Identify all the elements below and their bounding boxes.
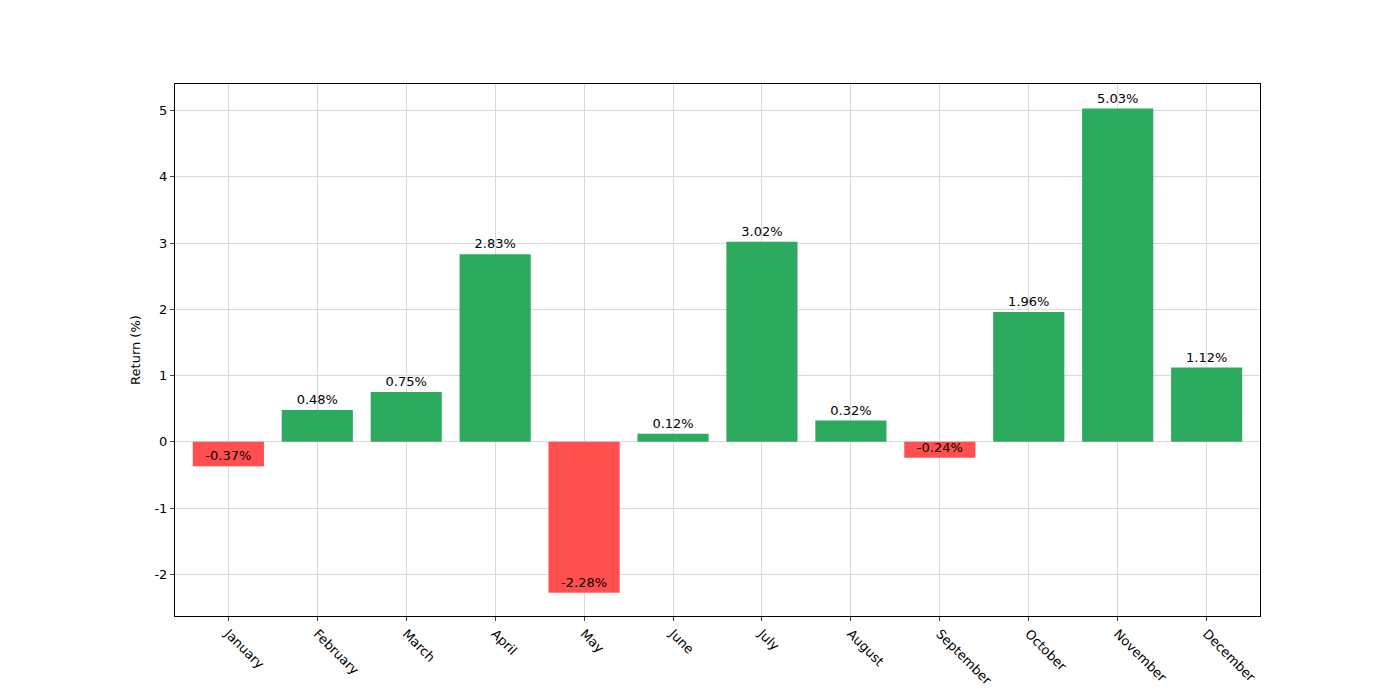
svg-text:3.02%: 3.02% xyxy=(741,224,782,239)
svg-text:-2: -2 xyxy=(154,567,167,582)
svg-text:5.03%: 5.03% xyxy=(1097,91,1138,106)
svg-text:Return (%): Return (%) xyxy=(128,315,143,385)
svg-text:-0.37%: -0.37% xyxy=(205,448,251,463)
svg-text:January: January xyxy=(221,626,267,672)
svg-text:June: June xyxy=(666,626,697,657)
svg-text:-1: -1 xyxy=(154,501,167,516)
svg-text:1.96%: 1.96% xyxy=(1008,294,1049,309)
svg-text:4: 4 xyxy=(159,169,167,184)
svg-text:0: 0 xyxy=(159,434,167,449)
svg-text:December: December xyxy=(1200,626,1259,685)
svg-text:April: April xyxy=(488,626,520,658)
svg-text:3: 3 xyxy=(159,236,167,251)
svg-text:March: March xyxy=(400,626,439,665)
svg-text:August: August xyxy=(844,626,887,669)
svg-text:November: November xyxy=(1111,626,1170,685)
svg-text:May: May xyxy=(577,626,607,656)
svg-text:0.75%: 0.75% xyxy=(386,374,427,389)
svg-text:2.83%: 2.83% xyxy=(475,236,516,251)
svg-text:-0.24%: -0.24% xyxy=(917,440,963,455)
svg-text:1.12%: 1.12% xyxy=(1186,350,1227,365)
svg-text:-2.28%: -2.28% xyxy=(561,575,607,590)
svg-text:5: 5 xyxy=(159,103,167,118)
svg-text:0.32%: 0.32% xyxy=(830,403,871,418)
svg-text:2: 2 xyxy=(159,302,167,317)
svg-text:0.12%: 0.12% xyxy=(652,416,693,431)
svg-text:July: July xyxy=(755,626,783,654)
svg-text:September: September xyxy=(933,626,995,688)
svg-text:1: 1 xyxy=(159,368,167,383)
svg-text:October: October xyxy=(1022,626,1070,674)
svg-text:0.48%: 0.48% xyxy=(297,392,338,407)
svg-text:February: February xyxy=(311,626,363,678)
